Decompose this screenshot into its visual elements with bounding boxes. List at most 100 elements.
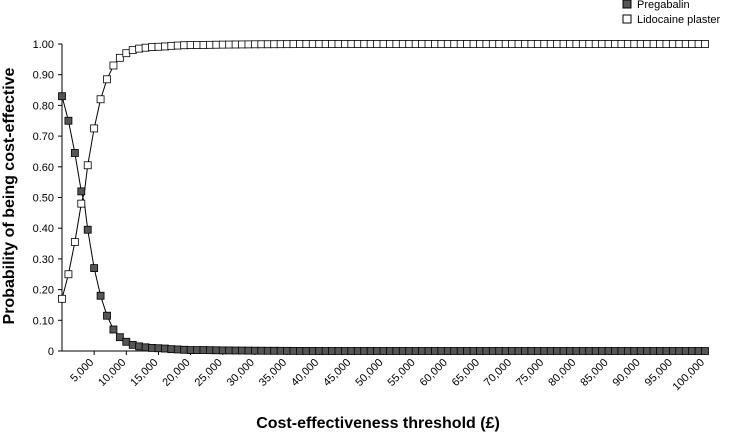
x-tick-label: 15,000	[128, 357, 160, 389]
point-pregabalin	[540, 347, 549, 355]
point-lidocaine-plaster	[64, 270, 73, 279]
point-pregabalin	[218, 346, 227, 355]
point-lidocaine-plaster	[533, 40, 542, 48]
point-pregabalin	[604, 347, 613, 355]
point-pregabalin	[109, 325, 118, 334]
point-pregabalin	[90, 264, 99, 273]
point-pregabalin	[437, 347, 446, 355]
point-lidocaine-plaster	[508, 40, 517, 48]
point-lidocaine-plaster	[353, 40, 362, 48]
point-pregabalin	[476, 347, 484, 355]
point-lidocaine-plaster	[701, 40, 709, 48]
point-pregabalin	[154, 344, 163, 353]
x-tick-label: 20,000	[160, 357, 192, 389]
x-tick-label: 75,000	[514, 357, 546, 389]
legend-label-lidocaine: Lidocaine plaster	[637, 14, 721, 26]
point-lidocaine-plaster	[193, 41, 201, 49]
point-lidocaine-plaster	[250, 40, 259, 49]
point-lidocaine-plaster	[450, 40, 459, 48]
point-lidocaine-plaster	[379, 40, 388, 48]
point-lidocaine-plaster	[296, 40, 304, 48]
legend-swatch-lidocaine	[622, 14, 632, 24]
point-pregabalin	[167, 345, 176, 354]
point-pregabalin	[141, 343, 150, 352]
x-ticks: 5,000 10,000 15,000 20,000 25,000 30,000 35,00…	[68, 351, 707, 393]
point-pregabalin	[649, 347, 658, 355]
point-lidocaine-plaster	[546, 40, 555, 48]
point-pregabalin	[263, 346, 272, 355]
point-lidocaine-plaster	[694, 40, 703, 48]
point-pregabalin	[482, 347, 491, 355]
point-lidocaine-plaster	[148, 43, 156, 51]
point-pregabalin	[431, 347, 439, 355]
point-lidocaine-plaster	[482, 40, 491, 48]
x-tick-label: 65,000	[450, 357, 482, 389]
point-lidocaine-plaster	[83, 161, 92, 170]
point-pregabalin	[386, 347, 394, 355]
y-tick-label: 0.70	[33, 131, 54, 143]
y-tick-label: 0.10	[33, 315, 54, 327]
point-pregabalin	[566, 347, 574, 355]
y-tick-label: 0.80	[33, 100, 54, 112]
point-pregabalin	[636, 347, 645, 355]
point-lidocaine-plaster	[347, 40, 356, 48]
point-pregabalin	[508, 347, 517, 355]
point-lidocaine-plaster	[521, 40, 529, 48]
point-lidocaine-plaster	[328, 40, 336, 48]
x-tick-label: 90,000	[611, 357, 643, 389]
point-pregabalin	[675, 347, 684, 355]
point-lidocaine-plaster	[154, 42, 163, 51]
point-pregabalin	[688, 347, 697, 355]
point-lidocaine-plaster	[308, 40, 317, 48]
point-lidocaine-plaster	[559, 40, 568, 48]
point-pregabalin	[488, 347, 497, 355]
y-tick-label: 0.90	[33, 70, 54, 82]
x-tick-label: 50,000	[353, 357, 385, 389]
point-lidocaine-plaster	[315, 40, 324, 48]
point-pregabalin	[424, 347, 433, 355]
point-lidocaine-plaster	[334, 40, 343, 48]
x-tick-label: 25,000	[193, 357, 225, 389]
point-pregabalin	[456, 347, 465, 355]
point-lidocaine-plaster	[276, 40, 285, 49]
point-pregabalin	[186, 346, 195, 354]
point-pregabalin	[296, 347, 304, 355]
point-pregabalin	[341, 347, 349, 355]
point-pregabalin	[643, 347, 652, 355]
axes	[61, 44, 705, 352]
point-lidocaine-plaster	[623, 40, 632, 48]
point-lidocaine-plaster	[501, 40, 510, 48]
point-pregabalin	[694, 347, 703, 355]
point-lidocaine-plaster	[675, 40, 684, 48]
point-pregabalin	[289, 346, 298, 355]
point-pregabalin	[598, 347, 607, 355]
series-line-lidocaine-plaster	[61, 43, 705, 299]
point-lidocaine-plaster	[443, 40, 452, 48]
point-pregabalin	[315, 347, 324, 355]
y-tick-label: 0.20	[33, 285, 54, 297]
point-pregabalin	[681, 347, 690, 355]
point-pregabalin	[463, 347, 471, 355]
point-lidocaine-plaster	[212, 40, 221, 49]
point-pregabalin	[495, 347, 504, 355]
y-tick-label: 1.00	[33, 39, 54, 51]
point-pregabalin	[656, 347, 664, 355]
point-pregabalin	[405, 347, 414, 355]
point-lidocaine-plaster	[135, 44, 144, 53]
y-tick-label: 0.30	[33, 254, 54, 266]
x-tick-label: 45,000	[321, 357, 353, 389]
point-pregabalin	[443, 347, 452, 355]
point-lidocaine-plaster	[668, 40, 677, 48]
point-pregabalin	[328, 347, 336, 355]
point-lidocaine-plaster	[373, 40, 381, 48]
point-lidocaine-plaster	[431, 40, 439, 48]
point-pregabalin	[392, 347, 401, 355]
point-lidocaine-plaster	[476, 40, 484, 48]
point-lidocaine-plaster	[231, 40, 240, 49]
x-tick-label: 55,000	[385, 357, 417, 389]
point-lidocaine-plaster	[109, 61, 118, 70]
x-tick-label: 85,000	[578, 357, 610, 389]
point-pregabalin	[270, 346, 279, 355]
point-pregabalin	[418, 347, 426, 355]
point-lidocaine-plaster	[418, 40, 426, 48]
